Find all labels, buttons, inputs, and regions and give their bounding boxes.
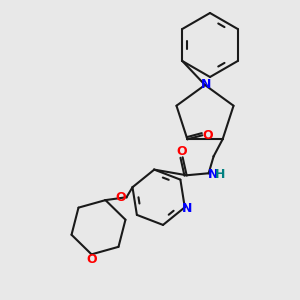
Text: H: H	[215, 168, 225, 181]
Text: O: O	[116, 191, 126, 204]
Text: N: N	[207, 168, 218, 181]
Text: O: O	[202, 129, 213, 142]
Text: O: O	[86, 254, 97, 266]
Text: N: N	[201, 77, 211, 91]
Text: N: N	[182, 202, 192, 215]
Text: O: O	[176, 145, 187, 158]
